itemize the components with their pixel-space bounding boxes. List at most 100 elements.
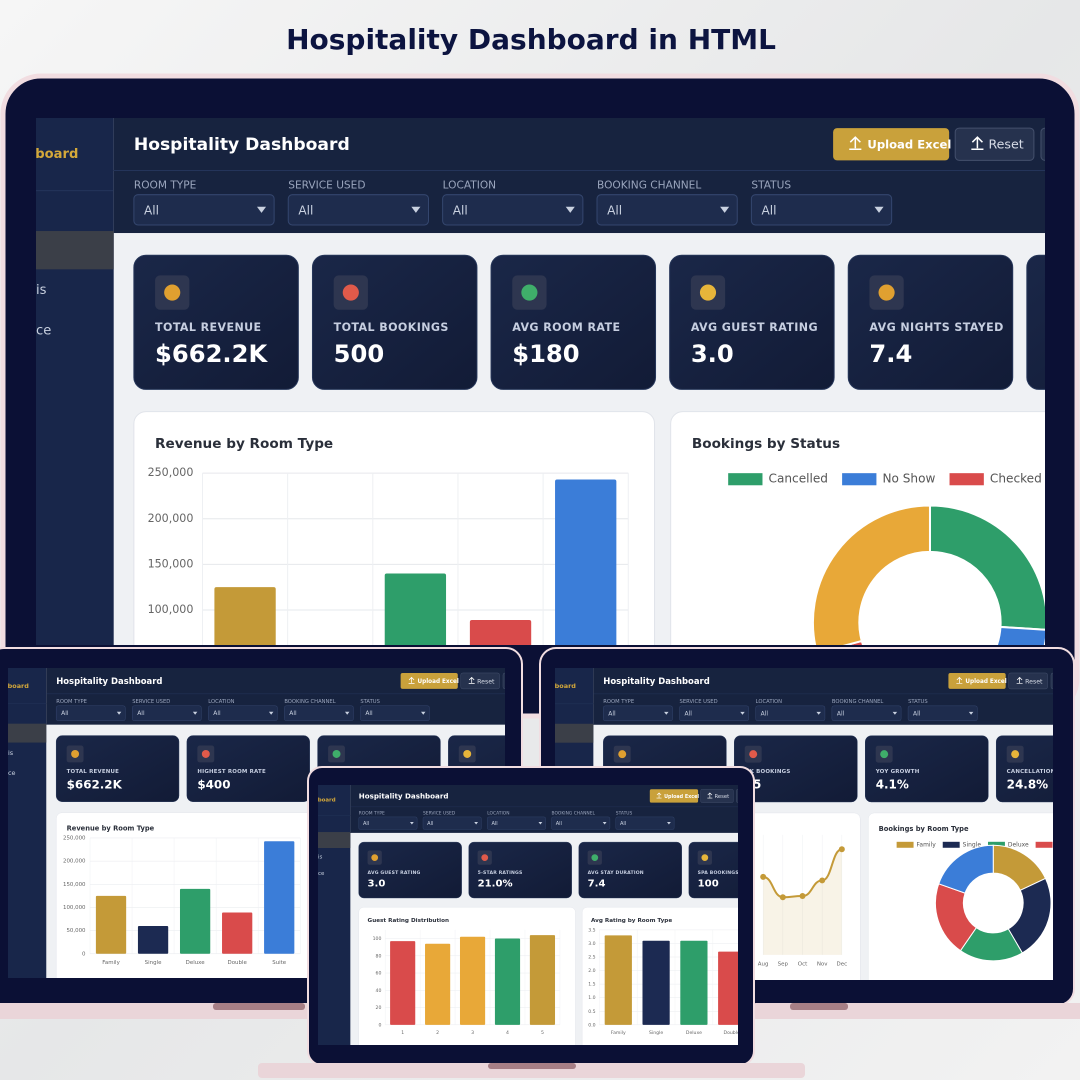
- filter-value[interactable]: All: [761, 203, 776, 217]
- sidebar-brand: shboard: [311, 798, 336, 804]
- bar: [642, 940, 670, 1025]
- sidebar-item[interactable]: is: [8, 749, 14, 757]
- button[interactable]: [948, 672, 1006, 689]
- y-tick-label: 60: [376, 971, 382, 977]
- line-point: [819, 877, 826, 884]
- filter-value[interactable]: All: [137, 710, 145, 717]
- filter-value[interactable]: All: [365, 710, 373, 717]
- button-label[interactable]: Reset: [988, 137, 1023, 152]
- bar: [390, 941, 416, 1025]
- button-label[interactable]: Reset: [1025, 678, 1043, 685]
- x-tick-label: 4: [506, 1030, 509, 1036]
- button[interactable]: [833, 128, 950, 161]
- button[interactable]: [649, 789, 699, 803]
- filter-value[interactable]: All: [213, 710, 221, 717]
- button[interactable]: [460, 672, 500, 690]
- kpi-value: 7.4: [869, 340, 912, 368]
- filter-value[interactable]: All: [453, 203, 468, 217]
- filter-value[interactable]: All: [761, 710, 769, 717]
- button[interactable]: [400, 672, 458, 689]
- button-label[interactable]: Reset: [714, 794, 729, 800]
- button[interactable]: [1050, 672, 1071, 690]
- kpi-value: 24.8%: [1007, 778, 1048, 792]
- x-tick-label: Family: [611, 1030, 626, 1036]
- filter-label: SERVICE USED: [132, 699, 170, 705]
- filter-select[interactable]: [422, 816, 482, 830]
- filter-select[interactable]: [358, 816, 418, 830]
- button-label[interactable]: Upload Excel: [664, 794, 699, 800]
- x-tick-label: Single: [145, 960, 162, 966]
- x-tick-label: 5: [541, 1030, 544, 1036]
- filter-select[interactable]: [208, 705, 278, 721]
- y-tick-label: 3.5: [588, 927, 595, 933]
- sidebar-item[interactable]: ce: [318, 871, 325, 877]
- filter-select[interactable]: [615, 816, 675, 830]
- filter-value[interactable]: All: [556, 821, 562, 827]
- filter-select[interactable]: [360, 705, 430, 721]
- filter-select[interactable]: [132, 705, 202, 721]
- filter-label: BOOKING CHANNEL: [832, 699, 884, 705]
- filter-select[interactable]: [755, 705, 826, 722]
- filter-value[interactable]: All: [61, 710, 69, 717]
- filter-value[interactable]: All: [608, 710, 616, 717]
- sidebar: [36, 118, 114, 645]
- button[interactable]: [1008, 672, 1048, 690]
- filter-value[interactable]: All: [620, 821, 626, 827]
- filter-value[interactable]: All: [491, 821, 497, 827]
- sidebar-item[interactable]: ce: [8, 769, 16, 777]
- filter-select[interactable]: [679, 705, 749, 722]
- filter-label: BOOKING CHANNEL: [552, 811, 596, 817]
- button[interactable]: [700, 788, 734, 803]
- filter-value[interactable]: All: [837, 710, 845, 717]
- legend-label: Single: [963, 841, 982, 848]
- filter-select[interactable]: [287, 194, 430, 226]
- filter-select[interactable]: [831, 705, 902, 722]
- filter-value[interactable]: All: [298, 203, 313, 217]
- bar: [604, 935, 632, 1025]
- button-label[interactable]: Upload Excel: [867, 138, 951, 152]
- filter-select[interactable]: [487, 816, 546, 830]
- filter-label: SERVICE USED: [680, 699, 718, 705]
- filter-caret: [268, 711, 274, 715]
- kpi-icon: [878, 284, 895, 301]
- filter-select[interactable]: [551, 816, 611, 830]
- filter-value[interactable]: All: [913, 710, 921, 717]
- legend-swatch: [896, 841, 914, 848]
- kpi-label: AVG NIGHTS STAYED: [869, 321, 1003, 334]
- filter-label: STATUS: [616, 811, 633, 817]
- kpi-label: TOTAL REVENUE: [67, 769, 119, 775]
- button[interactable]: [502, 672, 523, 690]
- button-label[interactable]: Reset: [477, 678, 495, 685]
- bar: [137, 925, 169, 954]
- filter-select[interactable]: [596, 194, 738, 226]
- filter-select[interactable]: [133, 194, 275, 226]
- button[interactable]: [736, 788, 753, 803]
- filter-select[interactable]: [750, 194, 893, 226]
- sidebar-item[interactable]: ce: [36, 323, 51, 338]
- sidebar-item[interactable]: is: [318, 854, 323, 860]
- filter-select[interactable]: [442, 194, 584, 226]
- button[interactable]: [1040, 127, 1080, 161]
- filter-value[interactable]: All: [684, 710, 692, 717]
- bar: [264, 841, 295, 954]
- filter-value[interactable]: All: [607, 203, 622, 217]
- button-label[interactable]: Upload Excel: [965, 679, 1006, 685]
- filter-caret: [421, 711, 426, 715]
- filter-value[interactable]: All: [289, 710, 297, 717]
- kpi-value: 4.1%: [876, 778, 909, 792]
- filter-select[interactable]: [55, 705, 126, 721]
- button-label[interactable]: Upload Excel: [418, 679, 459, 685]
- filter-caret: [538, 821, 543, 825]
- filter-value[interactable]: All: [144, 203, 159, 217]
- button[interactable]: [954, 127, 1035, 161]
- chart-title: Bookings by Room Type: [879, 825, 969, 833]
- filter-label: SERVICE USED: [423, 811, 456, 817]
- filter-select[interactable]: [284, 705, 354, 721]
- y-tick-label: 1.5: [588, 982, 595, 988]
- filter-value[interactable]: All: [427, 821, 433, 827]
- sidebar-item[interactable]: is: [36, 283, 47, 298]
- filter-value[interactable]: All: [363, 821, 369, 827]
- filter-select[interactable]: [603, 705, 673, 722]
- filter-select[interactable]: [907, 705, 978, 722]
